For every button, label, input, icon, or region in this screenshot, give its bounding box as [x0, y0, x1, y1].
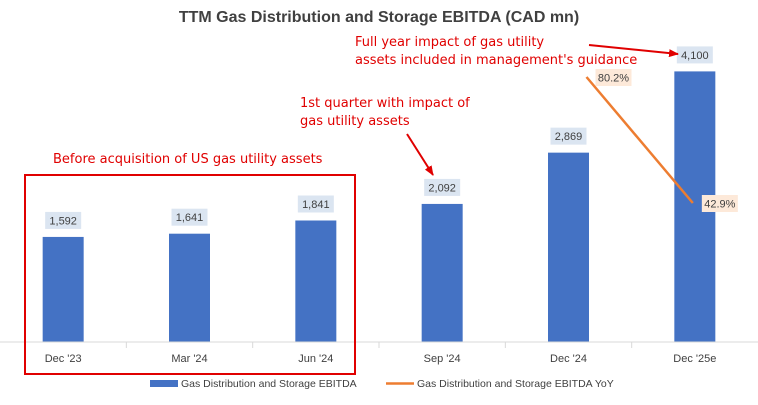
- bar: [42, 236, 84, 342]
- annotation-before-acquisition: Before acquisition of US gas utility ass…: [53, 152, 323, 167]
- annotation-first-quarter-line: 1st quarter with impact of: [300, 96, 470, 111]
- bar-value-label: 1,592: [49, 215, 77, 227]
- yoy-value-label: 42.9%: [704, 199, 735, 211]
- annotation-first-quarter-line: gas utility assets: [300, 114, 410, 129]
- bar-value-label: 1,641: [176, 212, 204, 224]
- bar: [169, 233, 210, 342]
- bar-label-bg: [424, 178, 461, 196]
- bar: [548, 152, 589, 342]
- legend: Gas Distribution and Storage EBITDA Gas …: [150, 378, 614, 390]
- legend-swatch-bar: [150, 380, 178, 387]
- annotation-full-year-line: assets included in management's guidance: [355, 53, 637, 68]
- x-tick-label: Dec '25e: [673, 353, 716, 365]
- annotation-arrow: [406, 133, 434, 176]
- bar-value-label: 2,092: [428, 182, 456, 194]
- yoy-label-bg: [595, 69, 632, 86]
- bar-label-bg: [676, 46, 713, 64]
- x-tick-label: Dec '23: [45, 353, 82, 365]
- bar: [295, 220, 337, 342]
- annotation-full-year-line: Full year impact of gas utility: [355, 35, 544, 50]
- legend-label-bar: Gas Distribution and Storage EBITDA: [181, 378, 357, 390]
- bar-label-bg: [297, 195, 334, 213]
- bar: [421, 203, 463, 342]
- annotations: Before acquisition of US gas utility ass…: [24, 35, 679, 375]
- yoy-line: [585, 76, 694, 204]
- bar-value-label: 4,100: [681, 50, 709, 62]
- legend-label-line: Gas Distribution and Storage EBITDA YoY: [417, 378, 614, 390]
- yoy-value-label: 80.2%: [598, 73, 629, 85]
- bar-label-bg: [550, 127, 587, 145]
- annotation-arrow: [588, 44, 679, 58]
- x-tick-label: Dec '24: [550, 353, 587, 365]
- bar-label-bg: [171, 208, 208, 226]
- x-tick-label: Sep '24: [424, 353, 461, 365]
- bar-series: 1,592 1,641 1,841 2,092 2,869 4,100: [42, 46, 716, 343]
- yoy-label-bg: [701, 195, 738, 212]
- x-tick-label: Mar '24: [171, 353, 207, 365]
- chart-title: TTM Gas Distribution and Storage EBITDA …: [179, 9, 579, 26]
- yoy-series: 80.2% 42.9%: [585, 69, 738, 212]
- x-axis: Dec '23 Mar '24 Jun '24 Sep '24 Dec '24 Dec '…: [0, 341, 758, 365]
- x-tick-label: Jun '24: [298, 353, 333, 365]
- bar-value-label: 2,869: [555, 131, 583, 143]
- bar-label-bg: [45, 211, 82, 229]
- highlight-box: [24, 174, 356, 375]
- bar-value-label: 1,841: [302, 199, 330, 211]
